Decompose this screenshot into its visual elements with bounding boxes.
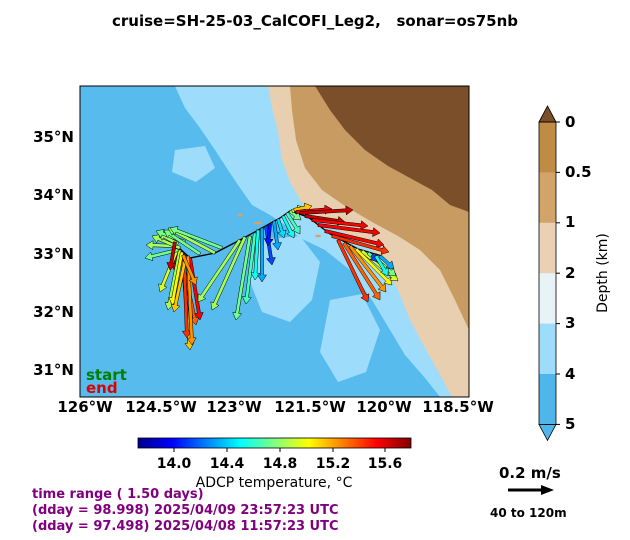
temperature-tick: 15.2 [315,456,351,472]
depth-colorbar-segment [539,374,556,425]
velocity-arrow [145,240,177,251]
velocity-arrow [281,214,296,239]
start-label: start [86,366,127,384]
velocity-arrow [232,235,252,321]
velocity-arrow [276,218,287,239]
depth-colorbar-label: Depth (km) [595,233,611,313]
depth-tick: 0.5 [565,163,592,181]
velocity-arrow [324,229,385,249]
map-frame [79,85,470,398]
depth-colorbar-segment [539,122,556,173]
y-tick: 35°N [33,128,74,146]
island [237,213,243,217]
depth-colorbar-bottom-extension [538,423,557,442]
depth-tick: 3 [565,314,576,332]
depth-colorbar-segment [539,172,556,224]
scale-label: 0.2 m/s [499,464,561,482]
depth-tick: 4 [565,365,576,383]
island [315,234,321,238]
scale-arrow [508,485,554,495]
y-tick: 31°N [33,361,74,379]
shelf-patch [250,236,320,322]
temperature-tick: 14.8 [262,456,298,472]
map-panel [80,86,469,397]
temperature-tick: 15.6 [367,456,403,472]
depth-colorbar [538,105,560,442]
velocity-arrow [169,225,223,250]
temperature-colorbar [137,437,412,449]
velocity-arrow [250,229,261,281]
x-tick: 120°W [356,398,412,416]
time-start: (dday = 97.498) 2025/04/08 11:57:23 UTC [32,519,339,534]
y-tick: 33°N [33,245,74,263]
depth-colorbar-segment [539,323,556,375]
depth-tick: 0 [565,113,576,131]
velocity-arrow [331,234,390,255]
land-dark [315,86,469,212]
velocity-arrow [241,232,257,305]
temperature-tick: 14.0 [156,456,192,472]
velocity-arrow [336,238,370,303]
velocity-arrow [272,220,282,251]
x-tick: 123°W [206,398,262,416]
end-label: end [86,379,118,397]
velocity-arrow [317,223,381,238]
depth-colorbar-segment [539,222,556,274]
x-tick: 126°W [57,398,113,416]
velocity-arrow [342,241,381,301]
time-range: time range ( 1.50 days) [32,487,204,502]
temperature-tick: 14.4 [209,456,245,472]
y-tick: 32°N [33,303,74,321]
velocity-arrow [257,227,267,283]
velocity-arrow [299,205,354,216]
depth-tick: 5 [565,415,576,433]
velocity-arrow [197,238,242,303]
velocity-arrow [311,218,369,231]
velocity-arrow [374,254,389,277]
x-tick: 121.5°W [274,398,346,416]
x-tick: 118.5°W [422,398,494,416]
depth-tick: 1 [565,213,576,231]
shelf-patch-3 [172,146,215,182]
velocity-arrow [378,254,395,270]
velocity-arrow [181,254,198,286]
depth-colorbar-top-extension [538,105,557,123]
velocity-vectors [144,202,399,351]
y-tick: 34°N [33,186,74,204]
velocity-arrow [166,241,177,271]
velocity-arrow [263,223,274,247]
velocity-arrow [210,235,247,311]
figure-title: cruise=SH-25-03_CalCOFI_Leg2, sonar=os75… [112,12,518,30]
temperature-colorbar-ticks [173,448,386,452]
x-tick: 124.5°W [125,398,197,416]
depth-tick: 2 [565,264,576,282]
velocity-arrow [285,211,301,235]
scale-depth-range: 40 to 120m [490,506,567,520]
velocity-arrow [158,247,180,293]
island [254,221,262,225]
time-end: (dday = 98.998) 2025/04/09 23:57:23 UTC [32,503,339,518]
temperature-colorbar-label: ADCP temperature, °C [195,475,353,491]
shelf-patch-2 [320,294,380,382]
depth-colorbar-segment [539,273,556,325]
